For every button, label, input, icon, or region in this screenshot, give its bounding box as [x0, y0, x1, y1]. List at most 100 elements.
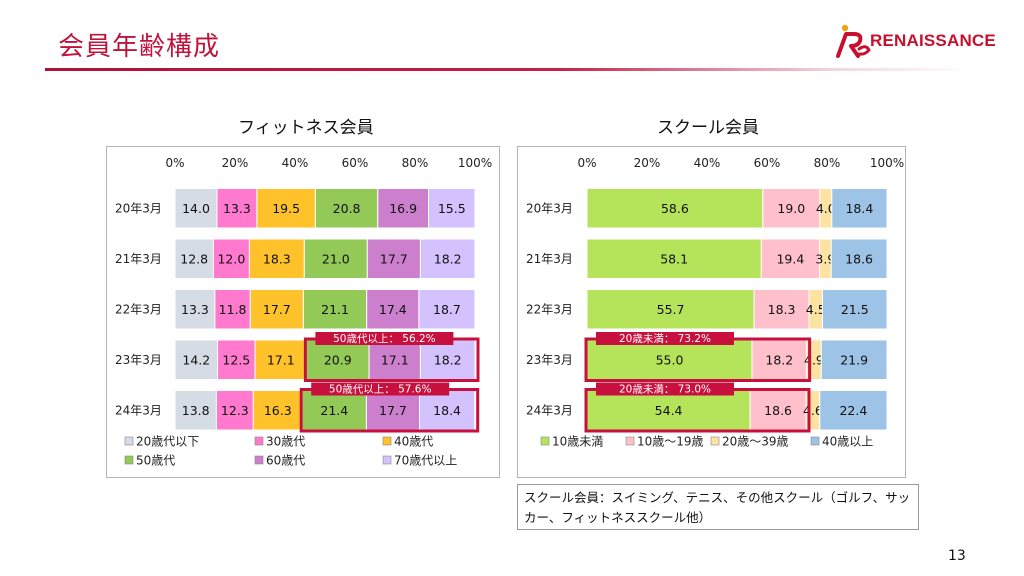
- data-label: 18.3: [768, 302, 796, 317]
- data-label: 12.3: [221, 403, 249, 418]
- fitness-chart: 0% 20% 40% 60% 80% 100% 20年3月 14.0 13.3 19.5 20.8 1…: [106, 146, 500, 478]
- x-tick-label: 40%: [694, 156, 721, 170]
- data-label: 18.4: [433, 403, 461, 418]
- x-tick-label: 0%: [165, 156, 184, 170]
- school-chart: 0% 20% 40% 60% 80% 100% 20年3月 58.6 19.0 4.0 18.4 21…: [517, 146, 906, 478]
- callout-label: 50歳代以上： 57.6%: [329, 384, 432, 396]
- category-label: 24年3月: [115, 403, 162, 417]
- data-label: 14.0: [182, 201, 210, 216]
- data-label: 17.7: [379, 403, 407, 418]
- legend-label: 10歳未満: [552, 435, 603, 449]
- legend-label: 40歳以上: [822, 435, 873, 449]
- data-label: 14.2: [182, 352, 210, 367]
- bar-segment: [820, 339, 888, 380]
- title-divider: [45, 68, 975, 71]
- callout-badge: [596, 382, 734, 396]
- x-tick-label: 0%: [577, 156, 596, 170]
- school-chart-svg: 0% 20% 40% 60% 80% 100% 20年3月 58.6 19.0 4.0 18.4 21…: [526, 156, 904, 449]
- legend-label: 50歳代: [136, 454, 175, 468]
- data-label: 4.0: [816, 201, 836, 216]
- data-label: 21.1: [321, 302, 349, 317]
- data-label: 17.1: [267, 352, 295, 367]
- data-label: 12.8: [180, 251, 208, 266]
- data-label: 54.4: [655, 403, 683, 418]
- bar-segment: [586, 238, 762, 279]
- bar-segment: [368, 339, 421, 380]
- data-label: 19.0: [777, 201, 805, 216]
- data-label: 18.7: [433, 302, 461, 317]
- x-tick-label: 80%: [402, 156, 429, 170]
- data-label: 17.7: [263, 302, 291, 317]
- data-label: 18.2: [765, 352, 793, 367]
- fitness-chart-title: フィットネス会員: [238, 118, 374, 138]
- data-label: 55.7: [657, 302, 685, 317]
- logo-text: RENAISSANCE: [870, 31, 996, 50]
- data-label: 11.8: [219, 302, 247, 317]
- callout-label: 50歳代以上： 56.2%: [333, 333, 436, 345]
- data-label: 21.0: [322, 251, 350, 266]
- data-label: 22.4: [839, 403, 867, 418]
- x-tick-label: 80%: [814, 156, 841, 170]
- data-label: 13.8: [182, 403, 210, 418]
- legend-swatch: [254, 455, 264, 465]
- bar-segment: [217, 339, 256, 380]
- legend-label: 10歳～19歳: [637, 435, 704, 449]
- data-label: 15.5: [438, 201, 466, 216]
- category-label: 22年3月: [115, 302, 162, 316]
- data-label: 18.2: [434, 352, 462, 367]
- school-member-note: スクール会員：スイミング、テニス、その他スクール（ゴルフ、サッカー、フィットネス…: [517, 484, 919, 530]
- legend-swatch: [124, 455, 134, 465]
- logo-mark-icon: [836, 24, 871, 58]
- bar-segment: [586, 289, 755, 330]
- data-label: 17.4: [379, 302, 407, 317]
- data-label: 20.8: [333, 201, 361, 216]
- legend-label: 60歳代: [266, 454, 305, 468]
- x-tick-label: 60%: [342, 156, 369, 170]
- category-label: 24年3月: [526, 403, 573, 417]
- callout-badge: [315, 332, 454, 345]
- data-label: 19.4: [776, 251, 804, 266]
- legend-label: 20歳～39歳: [722, 435, 789, 449]
- page-title: 会員年齢構成: [58, 32, 221, 62]
- category-label: 21年3月: [526, 252, 573, 266]
- data-label: 21.5: [841, 302, 869, 317]
- legend-swatch: [124, 436, 134, 446]
- bar-segment: [831, 188, 888, 229]
- bar-segment: [174, 390, 217, 431]
- bar-segment: [212, 238, 250, 279]
- data-label: 17.7: [380, 251, 408, 266]
- x-tick-label: 100%: [458, 156, 492, 170]
- school-chart-title: スクール会員: [657, 118, 759, 138]
- x-tick-label: 20%: [634, 156, 661, 170]
- bar-segment: [174, 289, 216, 330]
- bar-segment: [174, 188, 218, 229]
- category-label: 20年3月: [115, 201, 162, 215]
- bar-segment: [377, 188, 429, 229]
- data-label: 18.6: [845, 251, 873, 266]
- x-tick-label: 40%: [282, 156, 309, 170]
- bar-segment: [419, 390, 476, 431]
- bar-segment: [216, 188, 258, 229]
- legend-swatch: [710, 436, 720, 446]
- legend-swatch: [625, 436, 635, 446]
- legend-swatch: [810, 436, 820, 446]
- data-label: 21.4: [320, 403, 348, 418]
- bar-segment: [174, 339, 219, 380]
- category-label: 23年3月: [115, 353, 162, 367]
- legend-swatch: [382, 455, 392, 465]
- data-label: 16.9: [389, 201, 417, 216]
- data-label: 21.9: [840, 352, 868, 367]
- data-label: 13.3: [181, 302, 209, 317]
- bar-segment: [365, 390, 420, 431]
- callout-badge: [596, 332, 734, 345]
- bar-segment: [822, 289, 888, 330]
- bar-segment: [586, 188, 764, 229]
- data-label: 18.2: [434, 251, 462, 266]
- data-label: 18.6: [764, 403, 792, 418]
- bar-segment: [302, 289, 368, 330]
- legend-swatch: [254, 436, 264, 446]
- legend-label: 70歳代以上: [394, 454, 457, 468]
- bar-segment: [252, 390, 303, 431]
- bar-segment: [303, 238, 368, 279]
- data-label: 13.3: [223, 201, 251, 216]
